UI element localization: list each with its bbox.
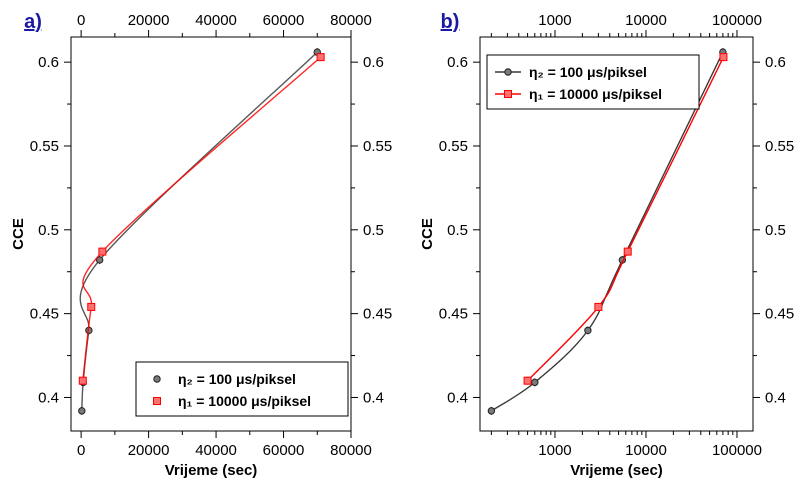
x-tick-label-top: 10000: [625, 12, 667, 29]
legend-box: [486, 54, 700, 110]
y-tick-label-right: 0.55: [765, 138, 794, 155]
legend-label: η₁ = 10000 μs/piksel: [529, 86, 662, 102]
y-tick-label-right: 0.6: [765, 54, 786, 71]
data-point-circle: [531, 378, 539, 387]
y-tick-label-left: 0.4: [447, 389, 468, 406]
data-point-square: [594, 302, 603, 311]
legend: η₂ = 100 μs/piksel η₁ = 10000 μs/piksel: [486, 54, 700, 110]
x-tick-label-top: 60000: [263, 12, 305, 29]
y-tick-label-left: 0.5: [38, 222, 59, 239]
series-line-2: [527, 56, 725, 382]
data-point-square: [87, 302, 96, 311]
data-point-square: [623, 247, 632, 256]
x-tick-label-bottom: 10000: [625, 442, 667, 459]
x-tick-label-bottom: 1000: [538, 442, 571, 459]
x-tick-label-bottom: 20000: [128, 442, 170, 459]
y-tick-label-left: 0.6: [38, 54, 59, 71]
y-tick-label-left: 0.45: [439, 306, 468, 323]
x-tick-label-top: 40000: [195, 12, 237, 29]
series-line-2: [82, 56, 322, 381]
series-line-1: [490, 51, 724, 412]
y-tick-label-right: 0.6: [363, 54, 384, 71]
y-tick-label-left: 0.55: [439, 138, 468, 155]
y-tick-label-left: 0.4: [38, 389, 59, 406]
data-point-square: [719, 53, 728, 62]
data-point-square: [523, 376, 532, 385]
chart-panel-1: a) 0 0 20000 20000 40000 40000 60000 60000 80000 8…: [10, 11, 392, 479]
legend: η₂ = 100 μs/piksel η₁ = 10000 μs/piksel: [135, 361, 349, 417]
data-point-circle: [95, 256, 104, 264]
data-point-circle: [78, 407, 86, 415]
legend-marker-square: [504, 90, 512, 98]
panel-label: b): [441, 11, 460, 33]
x-tick-label-top: 80000: [330, 12, 372, 29]
y-tick-label-right: 0.5: [363, 222, 384, 239]
data-point-circle: [487, 407, 496, 415]
x-tick-label-top: 0: [77, 12, 85, 29]
chart-panel-2: b) 1000 1000 10000 10000 100000 100000 0.4 0.4 0.…: [419, 11, 794, 479]
y-tick-label-left: 0.55: [30, 138, 59, 155]
plot-frame: [70, 36, 352, 432]
legend-label: η₂ = 100 μs/piksel: [529, 64, 647, 80]
y-tick-label-right: 0.4: [363, 389, 384, 406]
x-axis-title: Vrijeme (sec): [165, 462, 258, 479]
data-point-circle: [584, 326, 592, 335]
legend-marker-circle: [504, 68, 512, 76]
y-tick-label-right: 0.4: [765, 389, 786, 406]
data-point-square: [98, 247, 107, 256]
legend-box: [135, 361, 349, 417]
data-point-square: [78, 376, 87, 385]
series-line-1: [79, 51, 318, 411]
y-tick-label-right: 0.5: [765, 222, 786, 239]
x-tick-label-bottom: 60000: [263, 442, 305, 459]
y-tick-label-right: 0.45: [765, 306, 794, 323]
x-axis-title: Vrijeme (sec): [570, 462, 663, 479]
y-tick-label-left: 0.5: [447, 222, 468, 239]
plot-frame: [479, 36, 754, 432]
x-tick-label-bottom: 80000: [330, 442, 372, 459]
legend-label: η₂ = 100 μs/piksel: [178, 371, 296, 387]
y-axis-title: CCE: [419, 218, 436, 250]
y-tick-label-right: 0.55: [363, 138, 392, 155]
panel-label: a): [24, 11, 42, 33]
legend-label: η₁ = 10000 μs/piksel: [178, 393, 311, 409]
x-tick-label-top: 1000: [538, 12, 571, 29]
x-tick-label-bottom: 40000: [195, 442, 237, 459]
x-tick-label-top: 20000: [128, 12, 170, 29]
x-tick-label-bottom: 100000: [712, 442, 762, 459]
legend-marker-circle: [153, 375, 161, 383]
y-tick-label-left: 0.6: [447, 54, 468, 71]
legend-marker-square: [153, 397, 161, 405]
x-tick-label-bottom: 0: [77, 442, 85, 459]
y-tick-label-right: 0.45: [363, 306, 392, 323]
y-tick-label-left: 0.45: [30, 306, 59, 323]
x-tick-label-top: 100000: [712, 12, 762, 29]
y-axis-title: CCE: [10, 218, 27, 250]
data-point-square: [316, 53, 325, 62]
